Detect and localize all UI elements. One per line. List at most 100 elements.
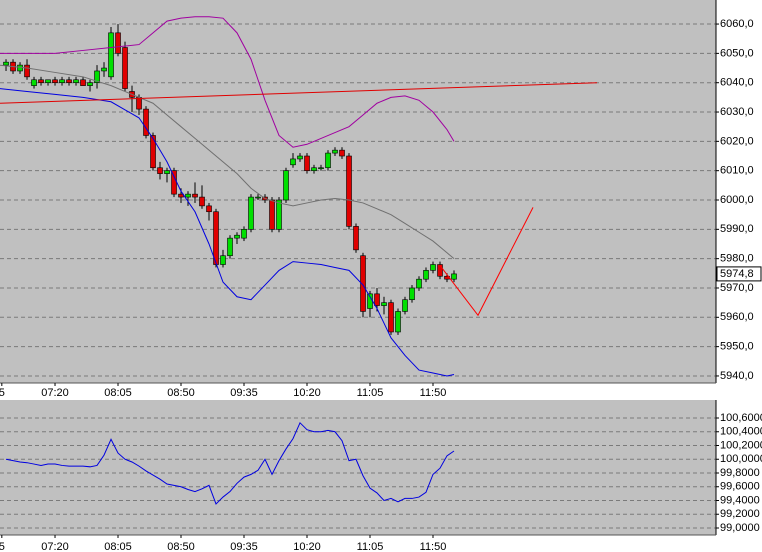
y-tick-label: 6060,0 — [720, 18, 754, 30]
candle-body — [192, 193, 198, 198]
candle-body — [66, 79, 72, 83]
candle-body — [255, 196, 261, 199]
x-tick-label: 5 — [0, 387, 5, 399]
candle-body — [451, 273, 457, 280]
candle-body — [80, 79, 86, 86]
x-tick-label: 11:50 — [420, 541, 447, 552]
candle-body — [423, 270, 429, 280]
candle-body — [290, 158, 296, 166]
x-tick-label: 08:50 — [167, 387, 195, 399]
candle-body — [45, 79, 51, 83]
y-tick-label: 5970,0 — [720, 282, 754, 294]
candle-body — [416, 278, 422, 289]
candle-body — [276, 199, 282, 230]
candle-body — [122, 47, 128, 89]
x-tick-label: 10:20 — [293, 541, 321, 552]
candle-body — [360, 255, 366, 312]
candle-body — [353, 226, 359, 251]
candle-body — [199, 196, 205, 207]
y-tick-label: 100,0000 — [720, 453, 762, 465]
candle-body — [115, 32, 121, 54]
y-tick-label: 5940,0 — [720, 370, 754, 382]
y-tick-label: 5960,0 — [720, 311, 754, 323]
line — [0, 88, 455, 377]
y-tick-label: 6050,0 — [720, 47, 754, 59]
candle-body — [283, 170, 289, 201]
plot-background — [0, 0, 716, 383]
candle-body — [31, 79, 37, 86]
line — [0, 16, 455, 148]
candle-body — [346, 155, 352, 227]
line — [0, 82, 598, 104]
x-tick-label: 11:05 — [357, 387, 384, 399]
x-tick-label: 10:20 — [293, 387, 321, 399]
candle-body — [325, 152, 331, 169]
candle-body — [24, 64, 30, 78]
y-tick-label: 99,0000 — [720, 522, 760, 534]
candle-body — [150, 135, 156, 169]
x-tick-label: 09:35 — [230, 541, 258, 552]
candle-body — [3, 61, 9, 66]
last-price-label: 5974,8 — [720, 268, 754, 280]
y-tick-label: 99,8000 — [720, 467, 760, 479]
last-price-box — [716, 266, 762, 282]
candle-body — [381, 302, 387, 306]
line — [439, 207, 534, 317]
y-tick-label: 6020,0 — [720, 135, 754, 147]
candle-body — [402, 299, 408, 312]
candle-body — [318, 167, 324, 170]
candle-body — [220, 255, 226, 265]
y-tick-label: 6000,0 — [720, 194, 754, 206]
candle-body — [185, 193, 191, 198]
candle-body — [213, 211, 219, 265]
x-tick-label: 07:20 — [41, 387, 69, 399]
y-tick-label: 100,6000 — [720, 412, 762, 424]
x-tick-label: 11:05 — [357, 541, 384, 552]
line — [5, 421, 455, 505]
y-tick-label: 5990,0 — [720, 223, 754, 235]
candle-body — [136, 97, 142, 110]
candle-body — [332, 149, 338, 154]
candle-body — [241, 229, 247, 239]
candle-body — [157, 167, 163, 174]
candle-body — [17, 64, 23, 72]
candle-body — [248, 196, 254, 230]
candle-body — [206, 205, 212, 213]
plot-background — [0, 400, 716, 535]
candle-body — [87, 82, 93, 86]
candle-body — [38, 79, 44, 83]
candle-body — [164, 170, 170, 174]
y-tick-label: 6010,0 — [720, 165, 754, 177]
x-tick-label: 08:05 — [104, 541, 132, 552]
candle-body — [430, 264, 436, 271]
y-tick-label: 5950,0 — [720, 341, 754, 353]
x-tick-label: 07:20 — [41, 541, 69, 552]
y-tick-label: 6030,0 — [720, 106, 754, 118]
candle-body — [311, 167, 317, 171]
candle-body — [143, 108, 149, 136]
y-tick-label: 99,2000 — [720, 508, 760, 520]
candle-body — [374, 293, 380, 306]
line — [0, 64, 455, 260]
y-tick-label: 100,2000 — [720, 439, 762, 451]
y-tick-label: 5980,0 — [720, 253, 754, 265]
x-tick-label: 09:35 — [230, 387, 258, 399]
candle-body — [269, 199, 275, 230]
candle-body — [409, 287, 415, 301]
y-tick-label: 100,4000 — [720, 426, 762, 438]
y-tick-label: 99,6000 — [720, 481, 760, 493]
candle-body — [171, 170, 177, 195]
x-tick-label: 08:50 — [167, 541, 195, 552]
candle-body — [94, 70, 100, 83]
x-tick-label: 11:50 — [420, 387, 447, 399]
candle-body — [101, 67, 107, 72]
candle-body — [52, 79, 58, 83]
candle-body — [437, 264, 443, 277]
y-tick-label: 99,4000 — [720, 494, 760, 506]
candle-body — [304, 155, 310, 171]
candle-body — [297, 155, 303, 160]
candle-body — [339, 149, 345, 157]
candle-body — [108, 32, 114, 78]
